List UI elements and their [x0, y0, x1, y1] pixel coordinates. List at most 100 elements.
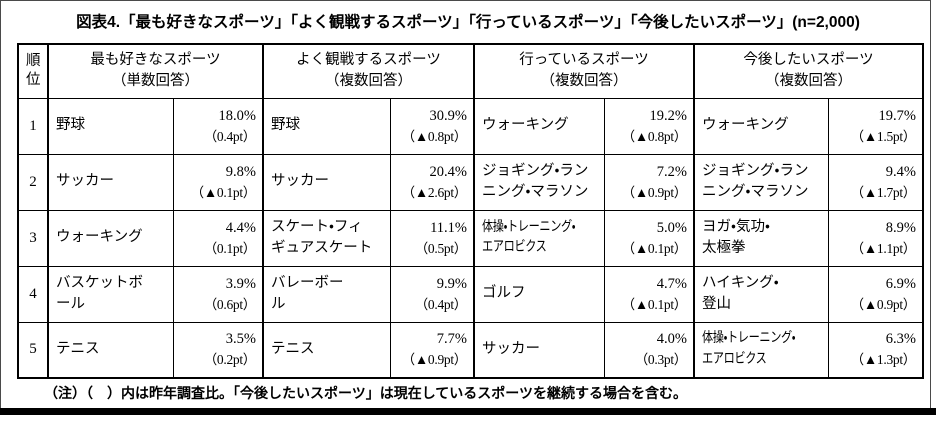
point-change-value: （▲1.5pt） [850, 128, 917, 144]
sport-name: サッカー [56, 173, 114, 190]
percent-value: 7.7% [436, 331, 467, 348]
sport-value-cell: 3.5% （0.2pt） [172, 321, 264, 379]
header-watched-subtitle: （複数回答） [325, 73, 412, 90]
sport-name-cell: バレーボー ル [262, 265, 391, 323]
sport-name-cell: サッカー [473, 321, 605, 379]
sport-name-cell: ウォーキング [473, 97, 605, 155]
header-doing-title: 行っているスポーツ [519, 51, 649, 68]
sport-name: ジョギング・ラン ニング・マラソン [702, 162, 809, 200]
sport-value-cell: 6.9% （▲0.9pt） [827, 265, 924, 323]
sports-ranking-table: 順位 最も好きなスポーツ （単数回答） よく観戦するスポーツ （複数回答） 行っ… [17, 43, 925, 379]
sport-name: サッカー [271, 173, 329, 190]
sport-value-cell: 6.3% （▲1.3pt） [827, 321, 924, 379]
percent-value: 30.9% [429, 107, 467, 124]
point-change-value: （▲0.1pt） [621, 240, 688, 256]
header-favorite-sport: 最も好きなスポーツ （単数回答） [47, 43, 264, 99]
percent-value: 9.9% [436, 275, 467, 292]
bottom-rule [0, 408, 936, 415]
sport-name-cell: ジョギング・ラン ニング・マラソン [473, 153, 605, 211]
percent-value: 19.2% [649, 107, 688, 124]
header-watched-sport: よく観戦するスポーツ （複数回答） [262, 43, 475, 99]
point-change-value: （0.1pt） [203, 240, 257, 256]
header-future-subtitle: （複数回答） [765, 73, 853, 90]
table-row: 2 サッカー 9.8% （▲0.1pt） サッカー 20.4% （▲2.6pt） ジ… [17, 153, 924, 211]
percent-value: 8.9% [885, 219, 917, 236]
sport-name: サッカー [482, 341, 540, 358]
table-header-row: 順位 最も好きなスポーツ （単数回答） よく観戦するスポーツ （複数回答） 行っ… [17, 43, 924, 99]
sport-name: ハイキング・ 登山 [702, 274, 779, 312]
sport-value-cell: 7.7% （▲0.9pt） [389, 321, 475, 379]
sport-name: 体操・トレーニング・ エアロビクス [482, 219, 576, 255]
header-favorite-title: 最も好きなスポーツ [90, 51, 221, 68]
point-change-value: （▲0.8pt） [621, 128, 688, 144]
point-change-value: （▲1.3pt） [850, 352, 917, 368]
percent-value: 11.1% [430, 219, 467, 236]
sport-name: スケート・フィ ギュアスケート [271, 218, 373, 256]
sport-name-cell: テニス [47, 321, 174, 379]
point-change-value: （▲0.9pt） [850, 296, 917, 312]
sport-value-cell: 8.9% （▲1.1pt） [827, 209, 924, 267]
sport-value-cell: 4.4% （0.1pt） [172, 209, 264, 267]
percent-value: 4.7% [656, 275, 688, 292]
sport-name-cell: サッカー [262, 153, 391, 211]
percent-value: 19.7% [878, 107, 917, 124]
sport-name-cell: バスケットボ ール [47, 265, 174, 323]
sport-name-cell: スケート・フィ ギュアスケート [262, 209, 391, 267]
rank-cell: 4 [17, 265, 49, 323]
header-doing-sport: 行っているスポーツ （複数回答） [473, 43, 696, 99]
point-change-value: （0.4pt） [203, 128, 257, 144]
header-doing-subtitle: （複数回答） [540, 73, 628, 90]
sport-value-cell: 20.4% （▲2.6pt） [389, 153, 475, 211]
sport-name-cell: 野球 [47, 97, 174, 155]
percent-value: 20.4% [429, 163, 467, 180]
sport-name: ヨガ・気功・ 太極拳 [702, 218, 770, 256]
header-watched-title: よく観戦するスポーツ [296, 51, 441, 68]
sport-name: 体操・トレーニング・ エアロビクス [702, 331, 796, 367]
rank-cell: 3 [17, 209, 49, 267]
percent-value: 6.9% [885, 275, 917, 292]
sport-value-cell: 7.2% （▲0.9pt） [603, 153, 696, 211]
percent-value: 9.4% [885, 163, 917, 180]
percent-value: 3.5% [225, 331, 256, 348]
sport-name: 野球 [271, 117, 300, 134]
percent-value: 5.0% [656, 219, 688, 236]
percent-value: 18.0% [218, 107, 256, 124]
sport-name-cell: ヨガ・気功・ 太極拳 [693, 209, 829, 267]
sport-name: ゴルフ [482, 285, 526, 302]
figure-title: 図表4.「最も好きなスポーツ」「よく観戦するスポーツ」「行っているスポーツ」「今… [76, 14, 860, 31]
table-row: 5 テニス 3.5% （0.2pt） テニス 7.7% （▲0.9pt） サッカー … [17, 321, 924, 379]
sport-name: ウォーキング [56, 229, 143, 246]
sport-name: テニス [56, 341, 100, 358]
footnote: （注）（ ）内は昨年調査比。「今後したいスポーツ」は現在しているスポーツを継続す… [44, 385, 688, 401]
sport-name-cell: サッカー [47, 153, 174, 211]
point-change-value: （▲1.1pt） [850, 240, 917, 256]
point-change-value: （▲0.9pt） [401, 352, 468, 368]
sport-name-cell: テニス [262, 321, 391, 379]
sport-value-cell: 11.1% （0.5pt） [389, 209, 475, 267]
point-change-value: （▲0.1pt） [190, 184, 257, 200]
point-change-value: （▲2.6pt） [401, 184, 468, 200]
sport-name: ウォーキング [702, 117, 789, 134]
percent-value: 4.4% [225, 219, 256, 236]
rank-cell: 2 [17, 153, 49, 211]
sport-name: バスケットボ ール [56, 274, 143, 312]
header-rank: 順位 [17, 43, 49, 99]
point-change-value: （0.5pt） [414, 240, 468, 256]
sport-name-cell: 体操・トレーニング・ エアロビクス [473, 209, 605, 267]
point-change-value: （▲1.7pt） [850, 184, 917, 200]
header-future-title: 今後したいスポーツ [743, 51, 874, 68]
sport-value-cell: 19.7% （▲1.5pt） [827, 97, 924, 155]
rank-cell: 1 [17, 97, 49, 155]
point-change-value: （▲0.8pt） [401, 128, 468, 144]
sport-name: ジョギング・ラン ニング・マラソン [482, 162, 589, 200]
percent-value: 7.2% [656, 163, 688, 180]
header-favorite-subtitle: （単数回答） [112, 73, 199, 90]
table-row: 1 野球 18.0% （0.4pt） 野球 30.9% （▲0.8pt） ウォーキン… [17, 97, 924, 155]
sport-name-cell: ゴルフ [473, 265, 605, 323]
table-row: 4 バスケットボ ール 3.9% （0.6pt） バレーボー ル 9.9% （0.4… [17, 265, 924, 323]
sport-name-cell: ジョギング・ラン ニング・マラソン [693, 153, 829, 211]
table-row: 3 ウォーキング 4.4% （0.1pt） スケート・フィ ギュアスケート 11.… [17, 209, 924, 267]
percent-value: 3.9% [225, 275, 256, 292]
sport-name: ウォーキング [482, 117, 569, 134]
